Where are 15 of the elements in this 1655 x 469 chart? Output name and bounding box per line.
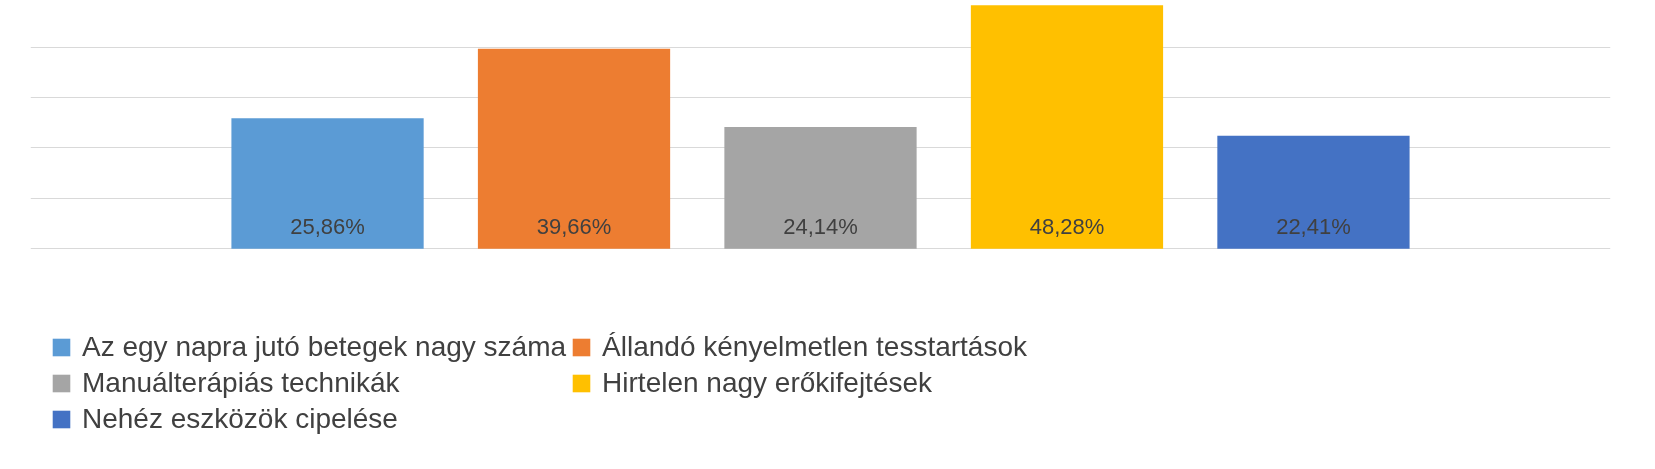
legend-label: Állandó kényelmetlen tesstartások [602, 331, 1027, 363]
data-label: 25,86% [290, 213, 365, 239]
legend-label: Nehéz eszközök cipelése [82, 403, 398, 435]
bar [970, 5, 1164, 249]
data-label: 48,28% [1029, 213, 1105, 239]
data-label: 39,66% [536, 213, 612, 239]
bar [724, 127, 917, 249]
data-label: 22,41% [1276, 213, 1351, 239]
bar [1217, 135, 1410, 249]
legend-label: Hirtelen nagy erőkifejtések [602, 367, 933, 399]
data-label: 24,14% [783, 213, 858, 239]
bar [477, 48, 671, 249]
legend-label: Manuálterápiás technikák [82, 367, 400, 399]
bar [231, 118, 424, 249]
legend-label: Az egy napra jutó betegek nagy száma [82, 331, 567, 363]
